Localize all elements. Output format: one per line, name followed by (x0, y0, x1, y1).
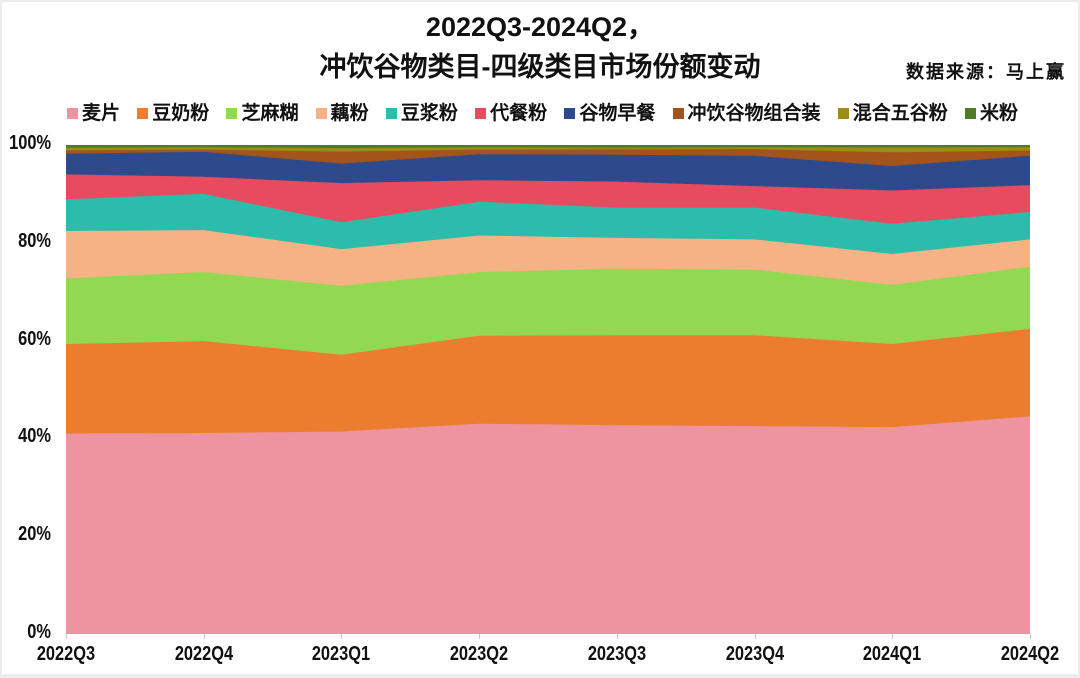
legend-swatch-icon (315, 107, 327, 119)
x-tick-label-2023Q2: 2023Q2 (449, 643, 509, 665)
legend-label: 豆浆粉 (400, 102, 458, 124)
chart-title: 2022Q3-2024Q2， 冲饮谷物类目-四级类目市场份额变动 (0, 7, 1080, 87)
x-tick-label-2024Q1: 2024Q1 (863, 643, 922, 665)
x-axis-tick-mark (479, 634, 481, 639)
legend-item-芝麻糊[interactable]: 芝麻糊 (226, 104, 298, 123)
x-axis-tick-mark (616, 634, 618, 639)
x-axis-tick-mark (341, 634, 343, 639)
x-axis-tick-mark (892, 634, 894, 639)
legend-swatch-icon (385, 107, 397, 119)
stacked-area-svg (66, 145, 1030, 634)
legend-item-藕粉[interactable]: 藕粉 (315, 102, 369, 124)
legend-swatch-icon (226, 107, 238, 119)
legend-item-混合五谷粉[interactable]: 混合五谷粉 (837, 102, 948, 124)
x-tick-label-2024Q2: 2024Q2 (1000, 643, 1060, 665)
x-tick-label-2023Q1: 2023Q1 (312, 643, 371, 665)
x-axis-tick-mark (203, 634, 205, 639)
x-tick-label-2023Q3: 2023Q3 (587, 643, 647, 665)
chart-title-line1: 2022Q3-2024Q2， (425, 12, 655, 42)
legend-label: 冲饮谷物组合装 (687, 102, 821, 124)
y-tick-label-100%: 100% (9, 132, 52, 154)
legend-item-谷物早餐[interactable]: 谷物早餐 (564, 104, 655, 123)
area-series-麦片 (66, 416, 1030, 634)
legend-swatch-icon (672, 107, 684, 119)
legend-swatch-icon (137, 107, 149, 119)
x-tick-label-2022Q3: 2022Q3 (36, 643, 96, 665)
x-axis-tick-mark (754, 634, 756, 639)
legend-label: 谷物早餐 (579, 102, 656, 124)
legend-item-米粉[interactable]: 米粉 (964, 102, 1018, 124)
legend-item-代餐粉[interactable]: 代餐粉 (475, 104, 547, 123)
legend-swatch-icon (564, 107, 576, 119)
legend-item-冲饮谷物组合装[interactable]: 冲饮谷物组合装 (672, 102, 821, 124)
chart-title-line2: 冲饮谷物类目-四级类目市场份额变动 (319, 52, 761, 82)
legend-label: 芝麻糊 (241, 102, 299, 124)
y-tick-label-20%: 20% (18, 523, 51, 546)
legend-swatch-icon (964, 107, 976, 119)
legend-item-豆奶粉[interactable]: 豆奶粉 (137, 104, 209, 123)
legend-label: 代餐粉 (490, 102, 548, 124)
legend-swatch-icon (475, 107, 487, 119)
y-tick-label-40%: 40% (18, 425, 51, 448)
y-tick-label-80%: 80% (18, 229, 51, 252)
x-axis-tick-mark (1030, 634, 1031, 639)
legend-label: 混合五谷粉 (852, 102, 948, 124)
legend-label: 麦片 (82, 102, 121, 124)
legend-label: 豆奶粉 (152, 102, 210, 124)
x-tick-label-2023Q4: 2023Q4 (725, 643, 784, 665)
legend-swatch-icon (837, 107, 849, 119)
x-axis-tick-mark (66, 634, 67, 639)
plot-area (66, 145, 1030, 634)
y-tick-label-60%: 60% (18, 327, 51, 350)
x-tick-label-2022Q4: 2022Q4 (174, 643, 233, 665)
legend-item-豆浆粉[interactable]: 豆浆粉 (385, 102, 458, 124)
data-source-note: 数据来源：马上赢 (906, 62, 1066, 82)
legend-label: 藕粉 (330, 102, 369, 124)
legend-swatch-icon (67, 107, 78, 119)
y-tick-label-0%: 0% (27, 621, 51, 643)
legend-item-麦片[interactable]: 麦片 (67, 104, 120, 123)
legend: 麦片 豆奶粉 芝麻糊 藕粉 豆浆粉 代餐粉 谷物早餐 冲饮谷物组合装 混合五谷粉 米粉 (67, 103, 1018, 123)
legend-label: 米粉 (979, 102, 1018, 124)
